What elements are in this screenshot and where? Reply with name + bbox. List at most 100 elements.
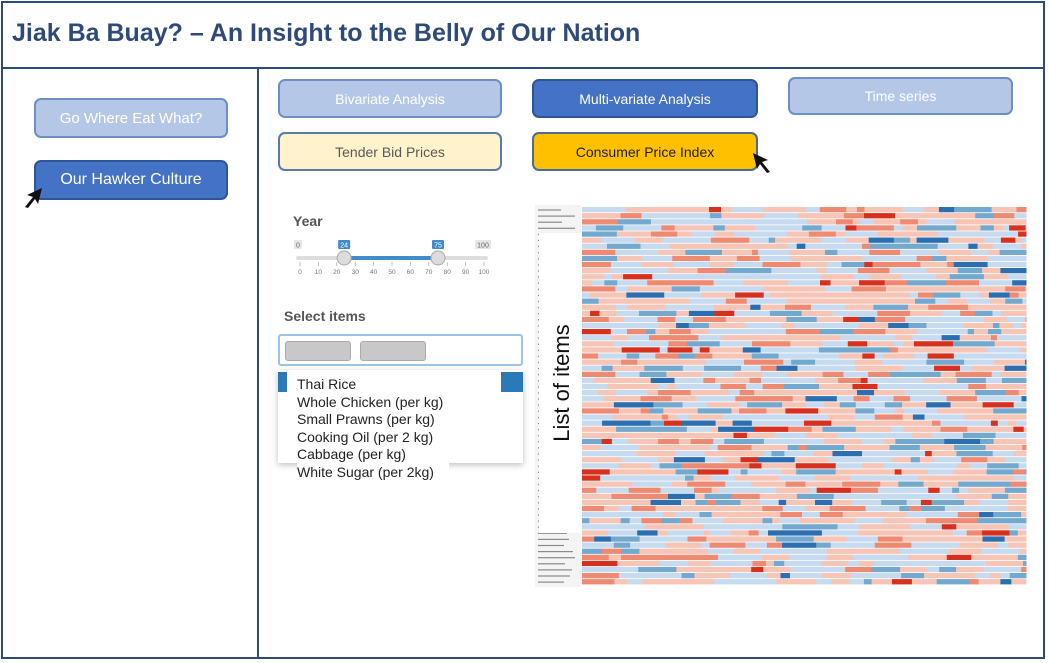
- heatmap-row-label: [538, 209, 561, 211]
- slider-low-handle[interactable]: [336, 250, 352, 266]
- heatmap-cell: [657, 316, 676, 323]
- heatmap-cell: [923, 377, 938, 384]
- heatmap-cell: [655, 505, 692, 512]
- heatmap-cell: [877, 231, 888, 237]
- heatmap-cell: [905, 316, 916, 323]
- heatmap-cell: [933, 457, 962, 463]
- heatmap-cell: [940, 371, 957, 377]
- heatmap-cell: [917, 329, 929, 335]
- heatmap-cell: [909, 481, 924, 487]
- heatmap-cell: [704, 451, 742, 457]
- heatmap-cell: [658, 322, 677, 329]
- heatmap-cell: [671, 481, 688, 487]
- heatmap-cell: [712, 353, 753, 359]
- dropdown-option[interactable]: Whole Chicken (per kg): [297, 393, 444, 410]
- heatmap-cell: [724, 225, 756, 231]
- heatmap-cell: [762, 505, 784, 512]
- heatmap-cell: [987, 261, 1025, 268]
- dropdown-option[interactable]: Small Prawns (per kg): [297, 411, 435, 428]
- slider-high-handle[interactable]: [430, 250, 446, 266]
- heatmap-cell: [582, 243, 608, 249]
- heatmap-cell: [762, 383, 785, 390]
- heatmap-cell: [1012, 469, 1026, 475]
- year-range-slider[interactable]: 0 100 24 75 0 10 20 30 40 50 60 70 80 90 100: [290, 238, 495, 278]
- heatmap-cell: [595, 524, 633, 530]
- heatmap-cell: [953, 261, 989, 268]
- dropdown-option[interactable]: Thai Rice: [297, 376, 357, 392]
- heatmap-cell: [693, 316, 727, 323]
- heatmap-cell: [766, 560, 775, 567]
- heatmap-cell: [856, 505, 866, 512]
- heatmap-cell: [610, 499, 633, 506]
- selected-item-chip[interactable]: [285, 341, 351, 361]
- heatmap-cell: [910, 396, 948, 402]
- heatmap-cell: [628, 426, 660, 432]
- heatmap-cell: [868, 237, 895, 243]
- heatmap-cell: [731, 493, 761, 499]
- heatmap-cell: [757, 213, 765, 219]
- heatmap-cell: [703, 377, 716, 384]
- heatmap-cell: [740, 402, 748, 408]
- heatmap-cell: [681, 573, 695, 579]
- heatmap-cell: [679, 518, 693, 524]
- heatmap-cell: [650, 463, 660, 469]
- heatmap-cell: [926, 408, 938, 414]
- heatmap-cell: [856, 207, 865, 213]
- heatmap-cell: [700, 542, 711, 548]
- heatmap-cell: [751, 566, 764, 573]
- heatmap-cell: [582, 261, 612, 268]
- heatmap-row-label: [538, 581, 564, 583]
- heatmap-cell: [642, 255, 673, 262]
- heatmap-cell: [909, 505, 922, 512]
- heatmap-cell: [668, 530, 705, 536]
- heatmap-cell: [839, 402, 857, 408]
- sidebar-item-our-hawker-culture[interactable]: Our Hawker Culture: [34, 160, 228, 200]
- heatmap-cell: [670, 359, 707, 365]
- heatmap-cell: [1008, 329, 1027, 335]
- heatmap-cell: [759, 255, 791, 262]
- heatmap-cell: [674, 383, 686, 390]
- heatmap-cell: [964, 359, 995, 365]
- heatmap-cell: [788, 335, 809, 341]
- sidebar-item-go-where-eat-what[interactable]: Go Where Eat What?: [34, 98, 228, 138]
- selected-item-chip[interactable]: [360, 341, 426, 361]
- heatmap-cell: [751, 207, 764, 213]
- heatmap-cell: [621, 548, 640, 554]
- heatmap-cell: [1000, 268, 1027, 274]
- heatmap-cell: [632, 524, 647, 530]
- heatmap-cell: [582, 249, 616, 255]
- heatmap-cell: [721, 213, 758, 219]
- heatmap-cell: [858, 560, 875, 567]
- heatmap-cell: [940, 426, 968, 432]
- heatmap-cell: [790, 255, 831, 262]
- heatmap-cell: [1025, 286, 1027, 292]
- tab-time-series[interactable]: Time series: [788, 77, 1013, 115]
- heatmap-cell: [939, 390, 976, 396]
- heatmap-cell: [688, 322, 710, 329]
- heatmap-cell: [822, 371, 844, 377]
- heatmap-cell: [807, 219, 837, 225]
- heatmap-cell: [872, 261, 908, 268]
- tab-bivariate-analysis[interactable]: Bivariate Analysis: [278, 79, 502, 118]
- heatmap-cell: [894, 469, 902, 475]
- select-items-input[interactable]: [278, 334, 523, 366]
- dropdown-option[interactable]: Cabbage (per kg): [297, 446, 406, 463]
- heatmap-cell: [582, 487, 597, 493]
- subtab-tender-bid-prices[interactable]: Tender Bid Prices: [278, 132, 502, 171]
- year-slider-graphic[interactable]: 0 100 24 75 0 10 20 30 40 50 60 70 80 90 100: [290, 238, 495, 278]
- dropdown-option[interactable]: Cooking Oil (per 2 kg): [297, 428, 434, 445]
- heatmap-cell: [977, 377, 987, 384]
- subtab-consumer-price-index[interactable]: Consumer Price Index: [532, 132, 758, 171]
- heatmap-cell: [949, 518, 978, 524]
- heatmap-cell: [659, 463, 682, 469]
- heatmap-cell: [952, 487, 960, 493]
- tab-multi-variate-analysis[interactable]: Multi-variate Analysis: [532, 79, 758, 118]
- heatmap-cell: [944, 438, 981, 445]
- heatmap-cell: [835, 231, 846, 237]
- heatmap-cell: [615, 249, 625, 255]
- axis-label-background: [539, 233, 582, 533]
- heatmap-cell: [810, 487, 818, 493]
- dropdown-option[interactable]: White Sugar (per 2kg): [297, 463, 434, 480]
- heatmap-cell: [946, 396, 978, 402]
- heatmap-cell: [919, 444, 955, 451]
